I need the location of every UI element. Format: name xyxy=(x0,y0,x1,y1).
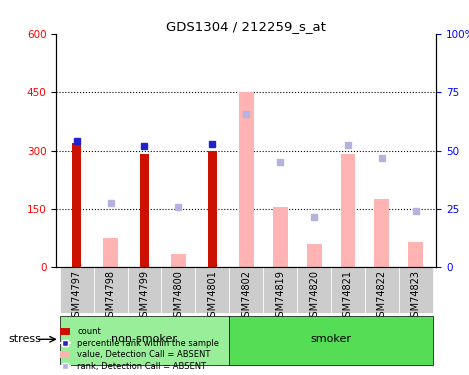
Bar xyxy=(161,267,196,313)
Text: GSM74800: GSM74800 xyxy=(174,270,183,322)
Bar xyxy=(239,92,254,267)
Bar xyxy=(263,267,297,313)
Text: GSM74802: GSM74802 xyxy=(241,270,251,322)
Text: GSM74798: GSM74798 xyxy=(106,270,115,322)
Bar xyxy=(297,267,331,313)
Bar xyxy=(229,316,433,365)
Bar xyxy=(72,143,82,267)
Text: non-smoker: non-smoker xyxy=(112,334,177,344)
Bar xyxy=(229,267,263,313)
Bar xyxy=(60,316,229,365)
Bar xyxy=(307,244,322,267)
Text: GSM74801: GSM74801 xyxy=(207,270,217,322)
Bar xyxy=(340,154,356,267)
Title: GDS1304 / 212259_s_at: GDS1304 / 212259_s_at xyxy=(166,20,326,33)
Bar xyxy=(331,267,365,313)
Text: smoker: smoker xyxy=(310,334,352,344)
Legend: count, percentile rank within the sample, value, Detection Call = ABSENT, rank, : count, percentile rank within the sample… xyxy=(61,327,219,371)
Text: GSM74823: GSM74823 xyxy=(411,270,421,322)
Bar xyxy=(60,267,94,313)
Text: GSM74799: GSM74799 xyxy=(139,270,150,322)
Bar xyxy=(272,207,287,267)
Bar xyxy=(365,267,399,313)
Bar xyxy=(94,267,128,313)
Text: GSM74821: GSM74821 xyxy=(343,270,353,322)
Text: GSM74822: GSM74822 xyxy=(377,270,387,323)
Bar xyxy=(374,199,389,267)
Bar xyxy=(399,267,433,313)
Bar xyxy=(140,154,149,267)
Bar xyxy=(128,267,161,313)
Text: GSM74797: GSM74797 xyxy=(72,270,82,323)
Bar xyxy=(408,242,424,267)
Text: GSM74819: GSM74819 xyxy=(275,270,285,322)
Bar xyxy=(103,238,118,267)
Bar xyxy=(196,267,229,313)
Text: stress: stress xyxy=(9,334,42,344)
Bar xyxy=(208,150,217,267)
Bar xyxy=(171,254,186,267)
Text: GSM74820: GSM74820 xyxy=(309,270,319,322)
